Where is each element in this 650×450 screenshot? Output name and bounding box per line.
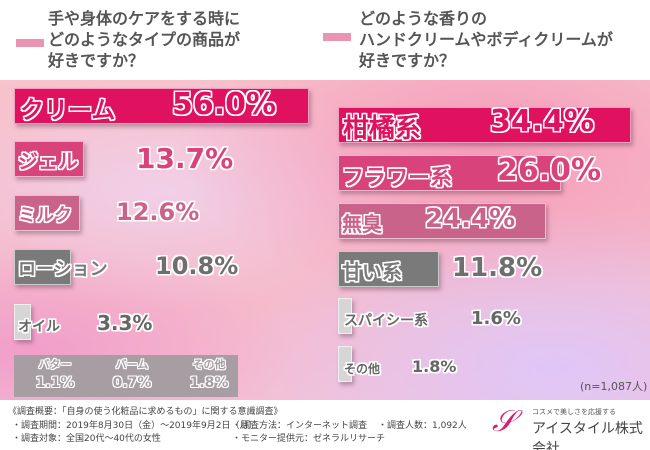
sample-size: (n=1,087人) [580,380,648,393]
bar-label: ジェル [18,149,78,173]
question-marker-icon [323,33,351,41]
question-left-line2: どのようなタイプの商品が [48,30,241,49]
others-label: その他 [192,358,226,371]
question-right-line3: 好きですか？ [359,51,456,70]
logo-tagline: コスメで美しさを応援する [532,408,616,416]
bar-value: 13.7% [136,142,234,175]
bar-label: 甘い系 [342,260,402,284]
bar-value: 34.4% [490,104,595,139]
bar-unscented [338,203,546,239]
bar-label: スパイシー系 [344,313,428,329]
others-item-butter: バター 1.1% [20,357,90,393]
bar-label: クリーム [20,96,116,124]
istyle-logo-icon: 𝒮 [492,404,516,439]
bar-oil [14,304,31,340]
bar-label: 柑橘系 [343,114,422,144]
bar-sweet [338,251,439,287]
bar-value: 11.8% [452,253,543,283]
bar-spicy [338,298,352,334]
bar-gel [14,141,84,177]
survey-respondents: ・調査人数：1,092人 [378,421,467,431]
survey-summary: 《調査概要：「自身の使う化粧品に求めるもの」に関する意識調査》 [8,407,283,417]
bar-label: オイル [18,319,60,335]
footer [0,400,650,450]
bar-value: 24.4% [425,204,516,234]
others-label: バーム [115,358,149,371]
bar-label: その他 [344,362,381,376]
others-item-other: その他 1.8% [174,357,244,393]
survey-period: ・調査期間：2019年8月30日（金）～2019年9月2日（月） [12,421,258,431]
survey-provider: ・モニター提供元：ゼネラルリサーチ [232,434,386,444]
bar-value: 10.8% [155,252,239,280]
question-marker-icon [16,39,44,47]
bar-value: 56.0% [172,87,277,122]
bar-value: 1.8% [412,357,457,376]
logo-company-name: アイスタイル株式会社 [532,421,643,450]
bar-label: フラワー系 [342,166,453,191]
others-value: 0.7% [112,375,152,391]
question-right-line1: どのような香りの [359,9,488,28]
bar-citrus [338,107,631,143]
survey-target: ・調査対象：全国20代～40代の女性 [12,434,161,444]
others-value: 1.1% [35,375,75,391]
bar-floral [338,155,561,191]
bar-label: 無臭 [342,212,382,236]
bar-value: 1.6% [471,308,521,329]
question-left-line1: 手や身体のケアをする時に [48,9,241,28]
survey-method: ・調査方法：インターネット調査 [232,421,368,431]
others-value: 1.8% [189,375,229,391]
others-box: バター 1.1% バーム 0.7% その他 1.8% [14,355,238,397]
bar-label: ミルク [18,205,72,226]
header: 手や身体のケアをする時に どのようなタイプの商品が 好きですか？ どのような香り… [0,0,650,80]
bar-lotion [14,249,71,285]
bar-value: 26.0% [497,153,602,188]
bar-value: 12.6% [116,198,200,226]
bar-other [338,346,352,382]
others-item-balm: バーム 0.7% [97,357,167,393]
question-left-line3: 好きですか？ [48,51,145,70]
others-label: バター [38,358,72,371]
bar-label: ローション [18,259,108,280]
bar-cream [14,88,309,124]
bar-value: 3.3% [97,311,153,335]
question-right-line2: ハンドクリームやボディクリームが [359,30,613,49]
bar-milk [14,195,80,231]
